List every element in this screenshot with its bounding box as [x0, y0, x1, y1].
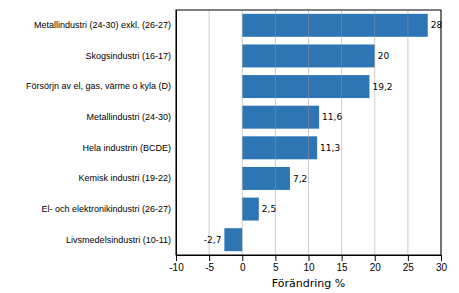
- chart-container: -10 -5 0 5 10 15 20 25 30 Livsmedelsindustri (10-…: [0, 0, 459, 293]
- data-label: 11,6: [322, 112, 342, 122]
- data-label: 20: [378, 51, 390, 61]
- tick-label: 25: [403, 262, 415, 273]
- tick-label: 15: [337, 262, 349, 273]
- data-label: 11,3: [320, 143, 340, 153]
- y-axis: Livsmedelsindustri (10-11) El- och elektr…: [26, 11, 177, 256]
- data-label: 19,2: [372, 82, 392, 92]
- y-tick: Kemisk industri (19-22): [78, 173, 176, 183]
- data-label: 2,5: [262, 204, 276, 214]
- x-axis-title: Förändring %: [272, 277, 345, 290]
- tick-label: 20: [370, 262, 382, 273]
- x-tick: -10: [169, 255, 184, 273]
- bar: [242, 75, 369, 98]
- tick-label: Försörjn av el, gas, värme o kyla (D): [26, 81, 171, 91]
- bar: [224, 228, 242, 251]
- tick-label: -10: [169, 262, 184, 273]
- tick-mark: [342, 255, 343, 261]
- tick-label: Metallindustri (24-30): [86, 112, 171, 122]
- tick-label: Hela industrin (BCDE): [82, 143, 171, 153]
- tick-label: Kemisk industri (19-22): [78, 173, 171, 183]
- grid-line: [374, 10, 375, 255]
- tick-mark: [275, 255, 276, 261]
- tick-label: 0: [240, 262, 246, 273]
- tick-label: 5: [273, 262, 279, 273]
- data-labels: -2,7 2,5 7,2 11,3 11,6 19,2 20 28: [204, 20, 443, 244]
- bar: [242, 136, 317, 159]
- grid: [176, 10, 441, 255]
- tick-label: Livsmedelsindustri (10-11): [66, 235, 171, 245]
- tick-mark: [176, 255, 177, 261]
- axis-domain: [177, 256, 442, 262]
- bar: [242, 198, 259, 221]
- tick-label: El- och elektronikindustri (26-27): [41, 204, 171, 214]
- grid-line: [209, 10, 210, 255]
- y-tick: Försörjn av el, gas, värme o kyla (D): [26, 81, 176, 91]
- x-tick: 25: [403, 255, 415, 273]
- y-tick: Metallindustri (24-30): [86, 112, 176, 122]
- bar: [242, 106, 319, 129]
- x-tick: 30: [436, 255, 448, 273]
- x-tick: 5: [273, 255, 279, 273]
- tick-mark: [242, 255, 243, 261]
- tick-label: 10: [303, 262, 315, 273]
- data-label: -2,7: [204, 235, 222, 245]
- plot: -10 -5 0 5 10 15 20 25 30 Livsmedelsindustri (10-…: [26, 10, 448, 273]
- x-tick: 0: [240, 255, 246, 273]
- y-tick: Hela industrin (BCDE): [82, 143, 176, 153]
- bars: [224, 14, 427, 251]
- data-label: 7,2: [293, 174, 307, 184]
- data-label: 28: [431, 20, 443, 30]
- x-tick: -5: [205, 255, 214, 273]
- grid-line: [308, 10, 309, 255]
- tick-mark: [209, 255, 210, 261]
- y-tick: Livsmedelsindustri (10-11): [66, 235, 176, 245]
- grid-line: [275, 10, 276, 255]
- chart-svg: -10 -5 0 5 10 15 20 25 30 Livsmedelsindustri (10-…: [0, 0, 459, 293]
- tick-label: 30: [436, 262, 448, 273]
- y-tick: El- och elektronikindustri (26-27): [41, 204, 176, 214]
- plot-frame: [176, 10, 441, 255]
- bar: [242, 167, 290, 190]
- tick-label: Skogsindustri (16-17): [85, 51, 171, 61]
- tick-mark: [309, 255, 310, 261]
- tick-mark: [441, 255, 442, 261]
- grid-line: [242, 10, 243, 255]
- tick-label: -5: [205, 262, 214, 273]
- axis-domain: [176, 11, 177, 256]
- tick-mark: [375, 255, 376, 261]
- tick-mark: [408, 255, 409, 261]
- x-tick: 20: [370, 255, 382, 273]
- tick-label: Metallindustri (24-30) exkl. (26-27): [34, 20, 171, 30]
- grid-line: [341, 10, 342, 255]
- x-tick: 15: [337, 255, 349, 273]
- x-tick: 10: [303, 255, 315, 273]
- y-tick: Metallindustri (24-30) exkl. (26-27): [34, 20, 176, 30]
- bar: [242, 14, 428, 37]
- y-tick: Skogsindustri (16-17): [85, 51, 176, 61]
- x-axis: -10 -5 0 5 10 15 20 25 30: [169, 255, 447, 273]
- grid-line: [407, 10, 408, 255]
